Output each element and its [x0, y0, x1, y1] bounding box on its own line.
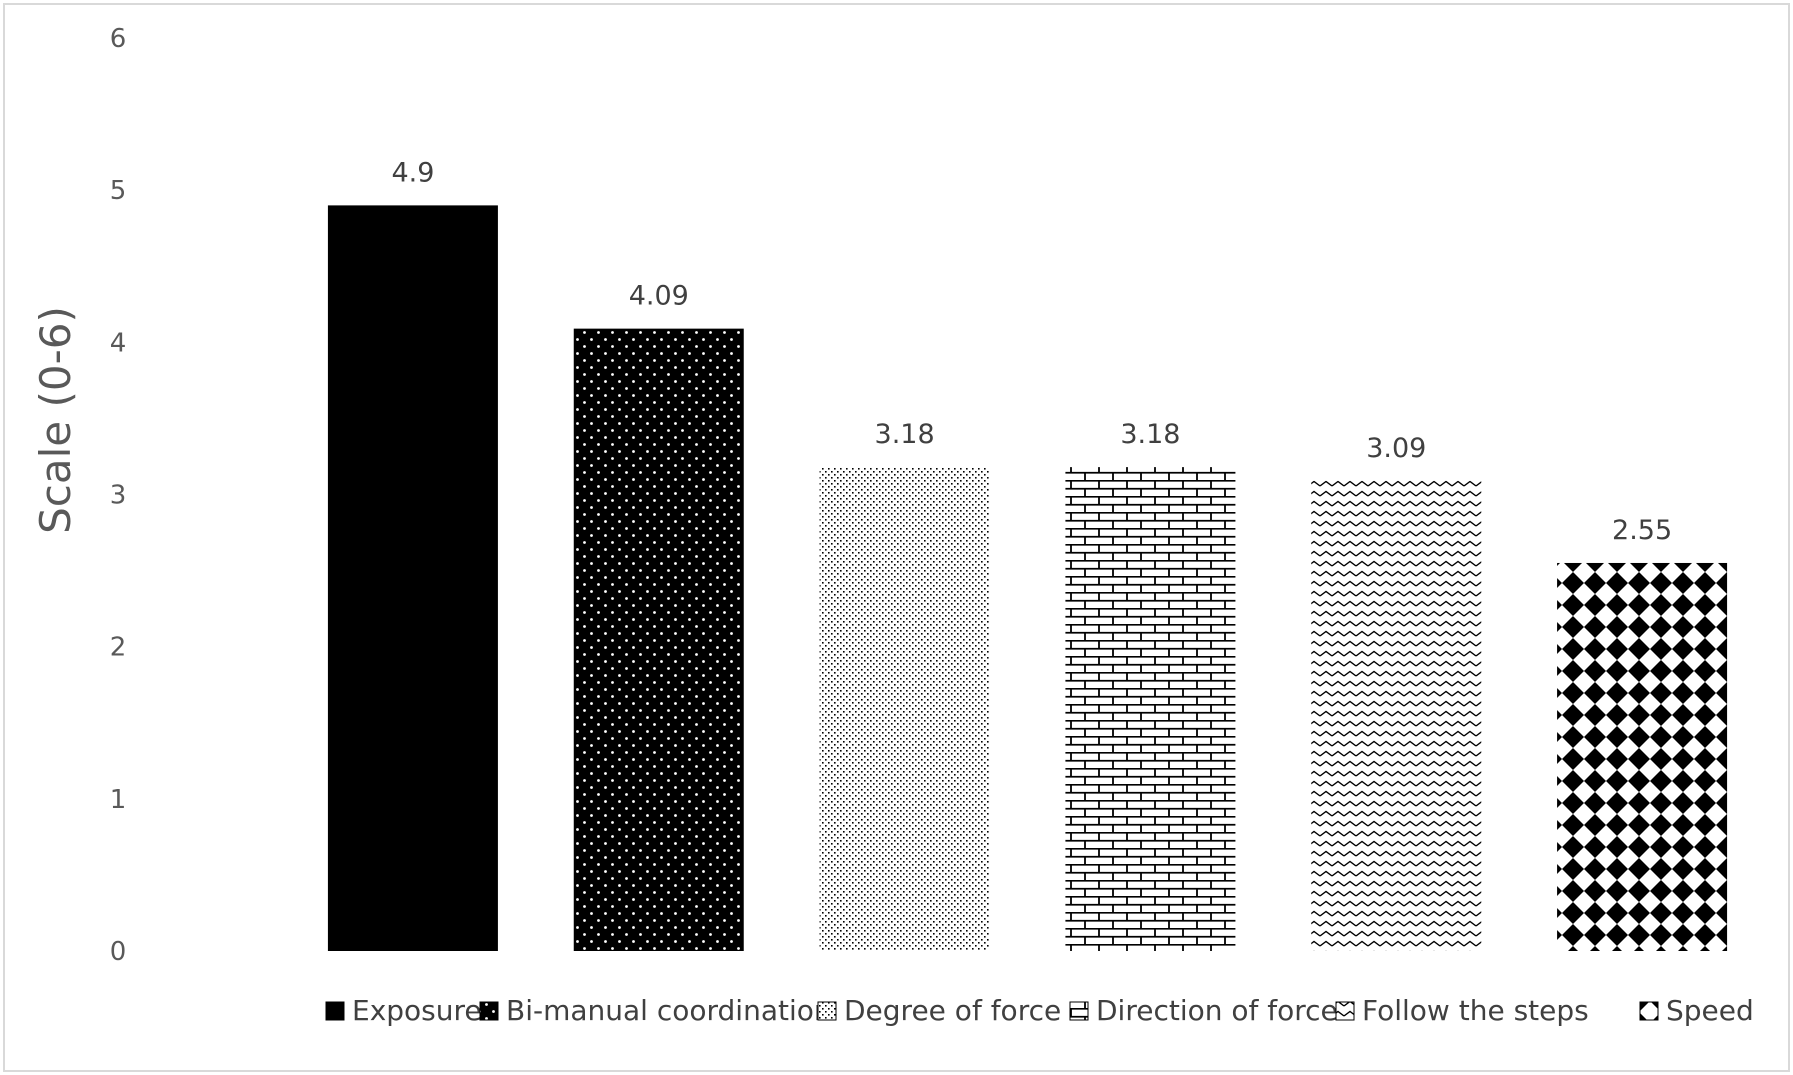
y-tick-label: 4: [110, 328, 127, 358]
legend-label: Exposure: [352, 994, 482, 1027]
bar: [1311, 480, 1482, 951]
y-axis-label: Scale (0-6): [31, 306, 80, 534]
bars-group: [327, 205, 1728, 952]
y-tick-label: 5: [110, 176, 127, 206]
y-tick-label: 2: [110, 633, 127, 663]
data-label: 3.18: [875, 419, 935, 450]
bar: [327, 205, 498, 952]
data-labels-group: 4.9 4.09 3.18 3.18 3.09 2.55: [391, 157, 1672, 546]
legend-label: Bi-manual coordination: [506, 994, 832, 1027]
legend-swatch: [1335, 1001, 1355, 1021]
data-label: 4.09: [629, 281, 689, 312]
data-label: 4.9: [391, 157, 434, 188]
data-label: 3.18: [1120, 419, 1180, 450]
legend-label: Degree of force: [844, 994, 1061, 1027]
legend-label: Speed: [1666, 994, 1754, 1027]
y-tick-label: 3: [110, 481, 127, 511]
legend: Exposure Bi-manual coordination Degree of …: [325, 994, 1754, 1027]
bar: [819, 467, 990, 951]
data-label: 3.09: [1366, 433, 1426, 464]
legend-label: Direction of force: [1096, 994, 1338, 1027]
legend-swatch: [1069, 1001, 1089, 1021]
bar: [1065, 467, 1236, 951]
bar: [573, 328, 744, 952]
legend-swatch: [479, 1001, 499, 1021]
y-axis-ticks: 0 1 2 3 4 5 6: [110, 24, 127, 967]
legend-swatch: [817, 1001, 837, 1021]
y-tick-label: 6: [110, 24, 127, 54]
y-tick-label: 0: [110, 937, 127, 967]
legend-swatch: [325, 1001, 345, 1021]
data-label: 2.55: [1612, 515, 1672, 546]
legend-swatch: [1639, 1001, 1659, 1021]
legend-label: Follow the steps: [1362, 994, 1589, 1027]
bar: [1557, 562, 1728, 951]
y-tick-label: 1: [110, 785, 127, 815]
